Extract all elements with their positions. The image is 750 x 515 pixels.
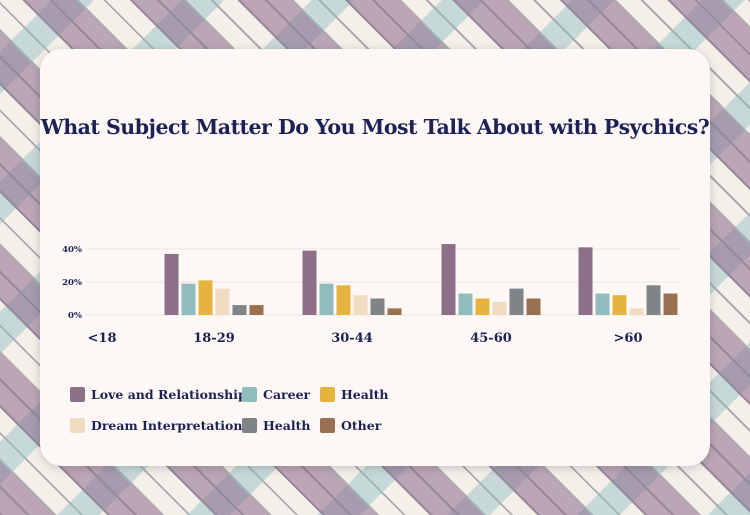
legend-swatch [320, 418, 335, 433]
bar [370, 298, 385, 315]
bar [509, 288, 524, 315]
legend-label: Career [263, 387, 311, 402]
chart-title: What Subject Matter Do You Most Talk Abo… [40, 115, 710, 139]
bar [319, 283, 334, 315]
legend-label: Health [341, 387, 389, 402]
legend-item: Health [242, 418, 310, 433]
legend-label: Dream Interpretation [91, 418, 243, 433]
bar [249, 305, 264, 315]
bar [181, 283, 196, 315]
y-tick-label: 0% [68, 311, 82, 321]
bar [164, 253, 179, 315]
bar [612, 295, 627, 315]
legend-item: Love and Relationship [70, 387, 247, 402]
legend-label: Health [263, 418, 311, 433]
legend-swatch [242, 418, 257, 433]
bar [646, 285, 661, 315]
bar [595, 293, 610, 315]
bar [526, 298, 541, 315]
legend-label: Love and Relationship [91, 387, 247, 402]
y-tick-label: 20% [62, 278, 82, 288]
legend-item: Other [320, 418, 381, 433]
bar [198, 280, 213, 315]
legend-item: Career [242, 387, 310, 402]
legend-swatch [70, 387, 85, 402]
y-tick-label: 40% [62, 245, 82, 255]
x-tick-label: <18 [88, 331, 117, 346]
legend-swatch [320, 387, 335, 402]
x-tick-label: 30-44 [331, 331, 373, 346]
legend-swatch [242, 387, 257, 402]
bar [441, 244, 456, 315]
bar [302, 250, 317, 315]
bar [353, 295, 368, 315]
x-tick-label: 18-29 [193, 331, 235, 346]
bar [475, 298, 490, 315]
bar [663, 293, 678, 315]
bar-chart: 40% 20% 0% <18 18-29 30-44 45-60 >60 [62, 244, 680, 346]
legend-item: Dream Interpretation [70, 418, 242, 433]
chart-card: What Subject Matter Do You Most Talk Abo… [40, 49, 710, 466]
legend-swatch [70, 418, 85, 433]
bar [336, 285, 351, 315]
bar [387, 308, 402, 315]
legend-label: Other [341, 418, 382, 433]
bar [629, 308, 644, 315]
x-tick-label: 45-60 [470, 331, 512, 346]
bar [215, 288, 230, 315]
legend-item: Health [320, 387, 388, 402]
bar [458, 293, 473, 315]
bar [232, 305, 247, 315]
x-tick-label: >60 [614, 331, 643, 346]
bar [578, 247, 593, 315]
bar [492, 301, 507, 315]
